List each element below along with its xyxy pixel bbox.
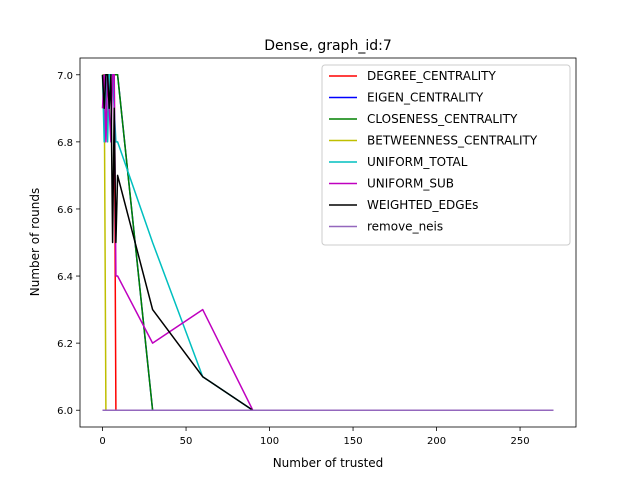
legend-label: BETWEENNESS_CENTRALITY (367, 134, 538, 148)
series-layer (101, 74, 554, 411)
legend-box (321, 64, 571, 246)
x-axis: 0 50 100 150 200 250 (99, 427, 530, 447)
x-tick-label: 50 (180, 436, 193, 447)
x-tick-label: 0 (99, 436, 105, 447)
legend-label: UNIFORM_TOTAL (367, 155, 468, 169)
chart-title: Dense, graph_id:7 (264, 38, 391, 54)
series-line-6 (101, 74, 554, 411)
y-tick-label: 6.6 (57, 205, 73, 216)
y-axis-label: Number of rounds (28, 188, 42, 297)
plot-frame (79, 57, 577, 428)
series-line-4 (101, 74, 554, 411)
y-tick-label: 6.2 (57, 339, 73, 350)
legend-label: remove_neis (367, 220, 443, 234)
legend-label: CLOSENESS_CENTRALITY (367, 112, 518, 126)
y-tick-label: 6.8 (57, 138, 73, 149)
x-tick-label: 250 (511, 436, 530, 447)
y-tick-label: 6.4 (57, 272, 73, 283)
legend-label: DEGREE_CENTRALITY (367, 69, 497, 83)
x-axis-label: Number of trusted (273, 456, 384, 470)
legend: DEGREE_CENTRALITY EIGEN_CENTRALITY CLOSENE… (321, 64, 571, 246)
y-tick-label: 6.0 (57, 406, 73, 417)
x-tick-label: 200 (427, 436, 446, 447)
series-line-5 (101, 74, 554, 411)
y-tick-label: 7.0 (57, 71, 73, 82)
legend-label: WEIGHTED_EDGEs (367, 198, 478, 212)
y-axis: 6.0 6.2 6.4 6.6 6.8 7.0 (57, 71, 80, 417)
legend-label: EIGEN_CENTRALITY (367, 91, 484, 105)
x-tick-label: 100 (260, 436, 279, 447)
legend-label: UNIFORM_SUB (367, 177, 454, 191)
x-tick-label: 150 (344, 436, 363, 447)
